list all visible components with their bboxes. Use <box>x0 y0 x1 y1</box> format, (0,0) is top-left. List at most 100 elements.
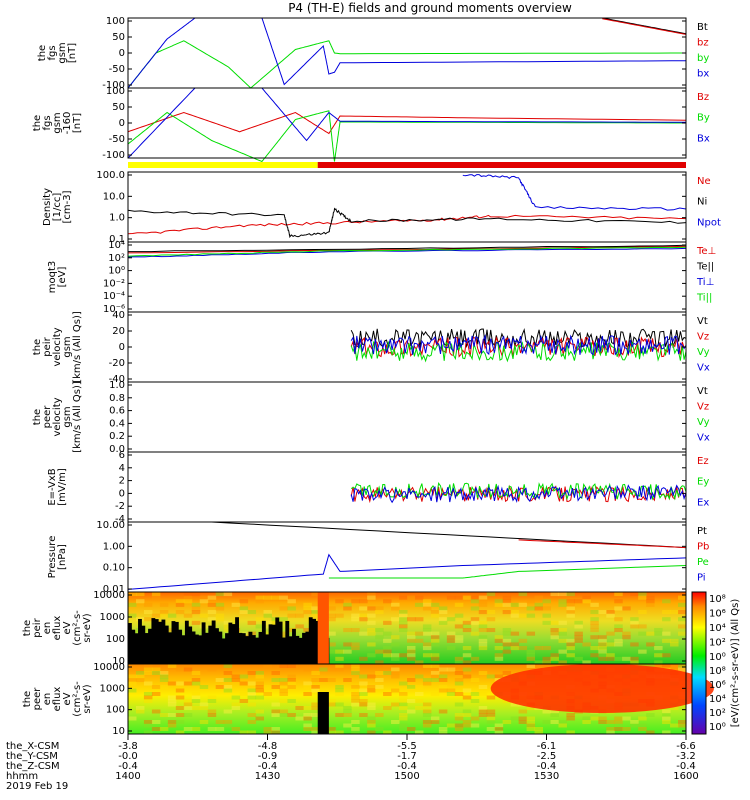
heatmap-cell <box>175 713 185 717</box>
heatmap-cell <box>422 646 432 651</box>
series-Vx <box>350 334 687 356</box>
panel-5: 1.0 0.8 0.60.4 0.2 0.0 the peer velocity gsm [km/… <box>32 380 710 455</box>
heatmap-cell <box>159 602 169 607</box>
heatmap-cell <box>383 653 392 658</box>
heatmap-cell <box>247 713 257 717</box>
heatmap-cell <box>430 613 440 618</box>
heatmap-cell <box>430 664 440 668</box>
panel-frame <box>127 451 687 523</box>
ytick-label: 10 <box>112 726 125 737</box>
heatmap-cell <box>191 727 201 731</box>
heatmap-cell <box>534 606 544 611</box>
heatmap-cell <box>678 617 687 622</box>
heatmap-cell <box>478 671 488 675</box>
heatmap-cell <box>231 702 241 707</box>
legend-entry: by <box>697 53 709 64</box>
heatmap-cell <box>462 646 472 651</box>
heatmap-cell <box>327 631 336 636</box>
heatmap-cell <box>191 606 201 611</box>
heatmap-cell <box>279 692 288 696</box>
xtick-label: 1530 <box>534 771 559 782</box>
heatmap-cell <box>391 617 400 622</box>
heatmap-cell <box>478 628 488 633</box>
xtick-label: -3.2 <box>676 751 696 762</box>
heatmap-gap <box>255 637 260 664</box>
ytick-label: -20 <box>109 358 125 369</box>
ylabel-line: [1/cc] <box>52 193 63 222</box>
heatmap-cell <box>319 688 328 693</box>
heatmap-cell <box>215 602 225 607</box>
heatmap-cell <box>135 592 145 597</box>
legend-entry: Pe <box>697 557 709 568</box>
heatmap-cell <box>630 720 639 724</box>
heatmap-cell <box>662 730 671 735</box>
heatmap-cell <box>303 606 312 611</box>
xtick-label: 1600 <box>673 771 698 782</box>
heatmap-cell <box>438 730 448 735</box>
heatmap-cell <box>542 720 551 724</box>
heatmap-cell <box>414 617 424 622</box>
heatmap-cell <box>383 692 392 696</box>
heatmap-cell <box>215 678 225 682</box>
heatmap-cell <box>598 642 607 647</box>
heatmap-cell <box>486 610 496 615</box>
xtick-label: 1430 <box>255 771 280 782</box>
heatmap-cell <box>526 613 536 618</box>
heatmap-cell <box>335 667 344 672</box>
heatmap-cell <box>526 706 536 710</box>
heatmap-cell <box>494 602 504 607</box>
mode-bar-fast <box>317 162 686 168</box>
heatmap-cell <box>574 599 583 604</box>
heatmap-cell <box>638 610 647 615</box>
heatmap-cell <box>223 592 233 597</box>
heatmap-cell <box>311 702 320 707</box>
heatmap-cell <box>446 692 456 696</box>
heatmap-gap <box>164 625 169 664</box>
heatmap-gap <box>271 624 276 664</box>
heatmap-cell <box>279 678 288 682</box>
colorbar-scale <box>691 591 707 735</box>
heatmap-cell <box>606 631 615 636</box>
heatmap-cell <box>454 723 464 728</box>
heatmap-gap <box>288 636 293 664</box>
heatmap-cell <box>319 667 328 672</box>
heatmap-cell <box>359 631 368 636</box>
heatmap-cell <box>518 716 528 721</box>
heatmap-cell <box>590 602 599 607</box>
heatmap-cell <box>422 713 432 717</box>
heatmap-cell <box>223 620 233 625</box>
heatmap-gap <box>292 628 296 664</box>
heatmap-cell <box>582 642 591 647</box>
legend-entry: Ni <box>697 197 707 208</box>
heatmap-gap <box>211 620 216 664</box>
ytick-label: -100 <box>102 150 125 161</box>
heatmap-cell <box>622 716 631 721</box>
heatmap-cell <box>151 667 161 672</box>
heatmap-cell <box>534 646 544 651</box>
heatmap-cell <box>494 674 504 679</box>
ylabel-line: en <box>42 693 53 706</box>
heatmap-cell <box>542 613 551 618</box>
heatmap-cell <box>199 599 209 604</box>
ytick-label: 4 <box>119 463 125 474</box>
heatmap-cell <box>526 656 536 661</box>
heatmap-cell <box>367 723 376 728</box>
heatmap-cell <box>207 667 217 672</box>
heatmap-cell <box>399 653 408 658</box>
heatmap-gap <box>151 618 156 664</box>
heatmap-cell <box>462 660 472 665</box>
heatmap-cell <box>614 720 623 724</box>
ylabel-line: moqt3 <box>47 261 58 294</box>
heatmap-cell <box>598 646 607 651</box>
series-Npot <box>462 174 687 211</box>
legend-entry: bz <box>697 38 709 49</box>
heatmap-cell <box>678 610 687 615</box>
heatmap-cell <box>566 653 575 658</box>
heatmap-cell <box>143 692 153 696</box>
heatmap-cell <box>422 606 432 611</box>
heatmap-cell <box>454 595 464 600</box>
ytick-label: 100 <box>106 16 125 27</box>
ytick-label: 1.00 <box>103 541 125 552</box>
heatmap-cell <box>375 688 384 693</box>
heatmap-cell <box>327 667 336 672</box>
